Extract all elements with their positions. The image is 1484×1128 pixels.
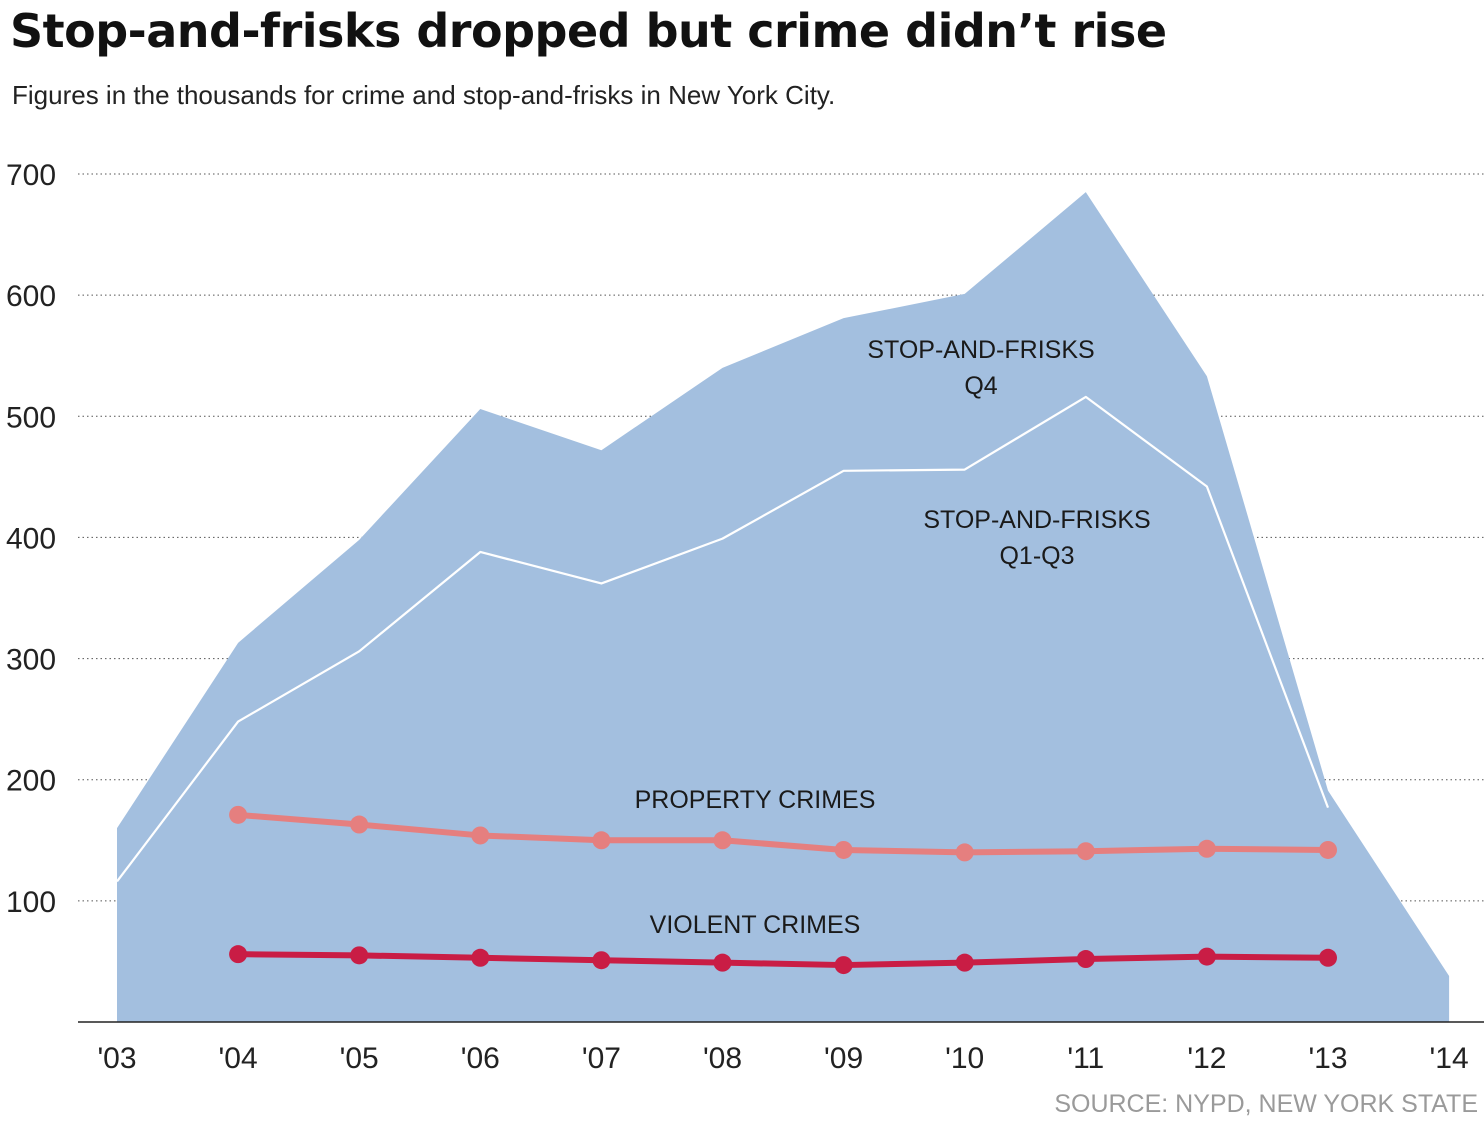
label-property-crimes: PROPERTY CRIMES	[635, 786, 876, 814]
x-tick-label-07: '07	[582, 1042, 621, 1075]
axes: 100 200 300 400 500 600 700 '03 '04 '05 '06 '07 '08 '…	[6, 159, 1484, 1075]
x-tick-label-08: '08	[703, 1042, 742, 1075]
series-lines	[116, 395, 1337, 975]
x-tick-label-05: '05	[340, 1042, 379, 1075]
y-tick-label-400: 400	[6, 522, 56, 555]
violent-crimes-point-09	[834, 956, 853, 975]
violent-crimes-point-11	[1076, 950, 1095, 969]
property-crimes-point-08	[713, 831, 732, 850]
x-tick-label-10: '10	[945, 1042, 984, 1075]
x-tick-label-12: '12	[1187, 1042, 1226, 1075]
property-crimes-point-04	[229, 805, 248, 824]
property-crimes-point-07	[592, 831, 611, 850]
y-tick-label-300: 300	[6, 644, 56, 677]
stop-and-frisk-area	[117, 192, 1450, 1022]
property-crimes-point-12	[1197, 839, 1216, 858]
property-crimes-point-06	[471, 826, 490, 845]
y-tick-label-600: 600	[6, 280, 56, 313]
label-sf-q1q3-line1: STOP-AND-FRISKS	[923, 506, 1150, 534]
property-crimes-line	[237, 811, 1329, 856]
x-tick-label-03: '03	[97, 1042, 136, 1075]
property-crimes-point-11	[1076, 842, 1095, 861]
x-tick-label-13: '13	[1308, 1042, 1347, 1075]
property-crimes-point-13	[1319, 840, 1337, 859]
stop-and-frisks-q1q3-line	[116, 395, 1330, 883]
property-crimes-point-05	[350, 815, 369, 834]
violent-crimes-point-08	[713, 953, 732, 972]
y-tick-label-500: 500	[6, 401, 56, 434]
label-sf-q1q3-line2: Q1-Q3	[999, 542, 1074, 570]
x-tick-label-11: '11	[1067, 1042, 1104, 1075]
violent-crimes-point-10	[955, 953, 974, 972]
y-tick-label-200: 200	[6, 765, 56, 798]
source-note: SOURCE: NYPD, NEW YORK STATE	[1054, 1090, 1478, 1118]
x-tick-label-14: '14	[1430, 1042, 1469, 1075]
violent-crimes-point-13	[1319, 948, 1337, 967]
chart-subtitle: Figures in the thousands for crime and s…	[12, 80, 836, 110]
violent-crimes-point-05	[350, 946, 369, 965]
x-tick-label-06: '06	[461, 1042, 500, 1075]
property-crimes-point-09	[834, 840, 853, 859]
label-sf-q4-line2: Q4	[964, 372, 997, 400]
area-stop-and-frisks-total	[117, 192, 1450, 1022]
annotations: STOP-AND-FRISKS Q4 STOP-AND-FRISKS Q1-Q3…	[635, 336, 1151, 939]
violent-crimes-point-06	[471, 948, 490, 967]
violent-crimes-line	[238, 951, 1329, 969]
label-violent-crimes: VIOLENT CRIMES	[650, 911, 861, 939]
violent-crimes-point-07	[592, 951, 611, 970]
label-sf-q4-line1: STOP-AND-FRISKS	[867, 336, 1094, 364]
property-crimes-point-10	[955, 843, 974, 862]
chart-title: Stop-and-frisks dropped but crime didn’t…	[10, 4, 1167, 58]
violent-crimes-point-04	[229, 945, 248, 964]
y-tick-label-700: 700	[6, 159, 56, 192]
x-tick-label-09: '09	[824, 1042, 863, 1075]
violent-crimes-point-12	[1197, 947, 1216, 966]
x-tick-label-04: '04	[219, 1042, 258, 1075]
y-tick-label-100: 100	[6, 886, 56, 919]
